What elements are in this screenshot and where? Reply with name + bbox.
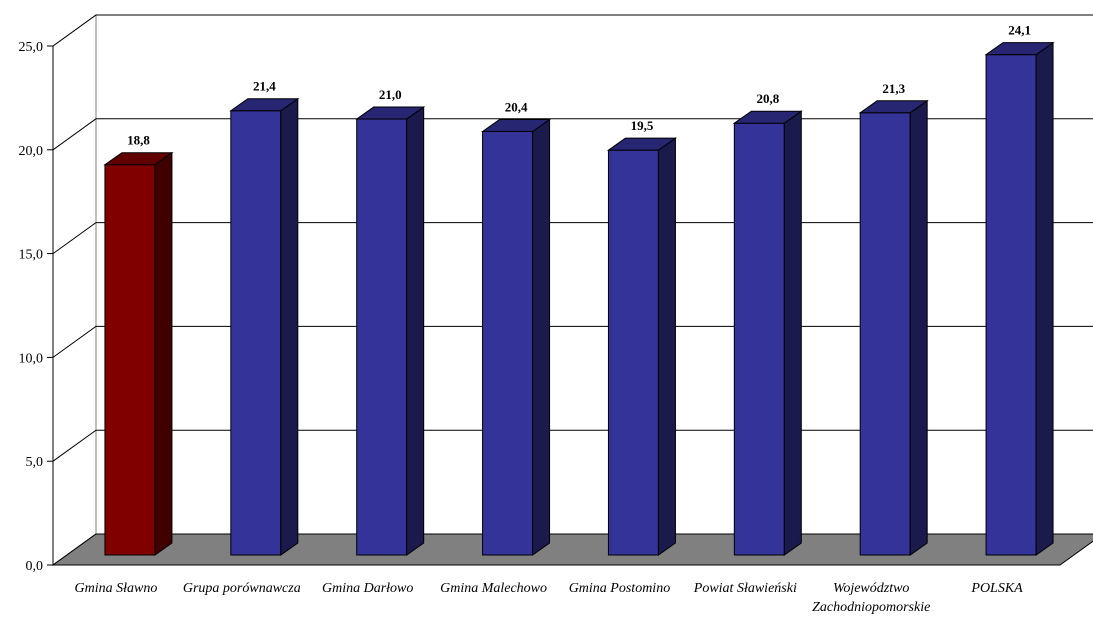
- data-label: 20,8: [756, 91, 779, 106]
- category-label: Gmina Malechowo: [440, 581, 547, 596]
- bar-front: [356, 118, 408, 556]
- category-label: Gmina Darłowo: [322, 581, 413, 596]
- bar-top: [103, 152, 174, 166]
- bars: [103, 41, 1055, 556]
- y-tick-label: 5,0: [26, 455, 44, 470]
- data-label: 21,4: [253, 79, 276, 94]
- bar-front: [104, 164, 156, 556]
- data-label: 20,4: [505, 99, 528, 114]
- y-tick-label: 20,0: [19, 144, 44, 159]
- category-label: Gmina Postomino: [569, 581, 671, 596]
- bar-top: [355, 106, 426, 120]
- bar-side: [1035, 41, 1054, 556]
- data-label: 18,8: [127, 133, 150, 148]
- data-label: 21,3: [882, 81, 905, 96]
- data-label: 21,0: [379, 87, 402, 102]
- side-wall: [52, 14, 97, 566]
- category-label-line: Zachodniopomorskie: [812, 600, 930, 615]
- bar-side: [280, 97, 299, 556]
- bar-side: [657, 137, 676, 556]
- category-label-line: POLSKA: [970, 581, 1023, 596]
- chart-walls: [52, 14, 1093, 566]
- category-label-line: Gmina Darłowo: [322, 581, 413, 596]
- bar-side: [532, 118, 551, 556]
- category-label-line: Gmina Sławno: [75, 581, 158, 596]
- data-labels: 18,8 21,4 21,0 20,4 19,5 20,8 21,3 24,1: [127, 23, 1031, 148]
- bar-top: [480, 118, 552, 132]
- y-tick-label: 0,0: [26, 559, 44, 574]
- bar-front: [733, 122, 785, 556]
- y-tick-label: 15,0: [19, 248, 44, 263]
- bar-top: [606, 137, 678, 151]
- category-label: Województwo Zachodniopomorskie: [812, 581, 930, 615]
- y-tick-label: 25,0: [19, 40, 44, 55]
- category-label: Gmina Sławno: [75, 581, 158, 596]
- bar-front: [607, 149, 659, 556]
- bar-side: [783, 110, 802, 556]
- category-label-line: Województwo: [833, 581, 910, 596]
- category-label-line: Grupa porównawcza: [183, 581, 301, 596]
- bar-side: [154, 151, 173, 556]
- bar-top: [732, 110, 803, 124]
- category-label-line: Gmina Malechowo: [440, 581, 547, 596]
- data-label: 19,5: [631, 118, 654, 133]
- bar-front: [230, 110, 282, 556]
- category-label-line: Gmina Postomino: [569, 581, 671, 596]
- category-label: Powiat Sławieński: [693, 581, 797, 596]
- y-tick-label: 10,0: [19, 351, 44, 366]
- bar-front: [482, 130, 534, 556]
- category-labels: Gmina Sławno Grupa porównawcza Gmina Darło…: [75, 581, 1024, 615]
- bar-top: [229, 98, 300, 112]
- category-label-line: Powiat Sławieński: [693, 581, 797, 596]
- bar-side: [909, 99, 928, 556]
- bar-front: [859, 112, 911, 556]
- bar-top: [984, 42, 1055, 56]
- floor: [51, 533, 1093, 566]
- data-label: 24,1: [1008, 23, 1031, 38]
- bar-front: [985, 54, 1037, 556]
- chart-floor: [51, 533, 1093, 566]
- bar-top: [858, 100, 929, 114]
- bar-side: [406, 106, 425, 556]
- category-label: POLSKA: [970, 581, 1023, 596]
- y-axis: 0,0 5,0 10,0 15,0 20,0 25,0: [19, 40, 1060, 574]
- gridline: [52, 14, 1093, 47]
- category-label: Grupa porównawcza: [183, 581, 301, 596]
- back-wall: [96, 15, 1093, 534]
